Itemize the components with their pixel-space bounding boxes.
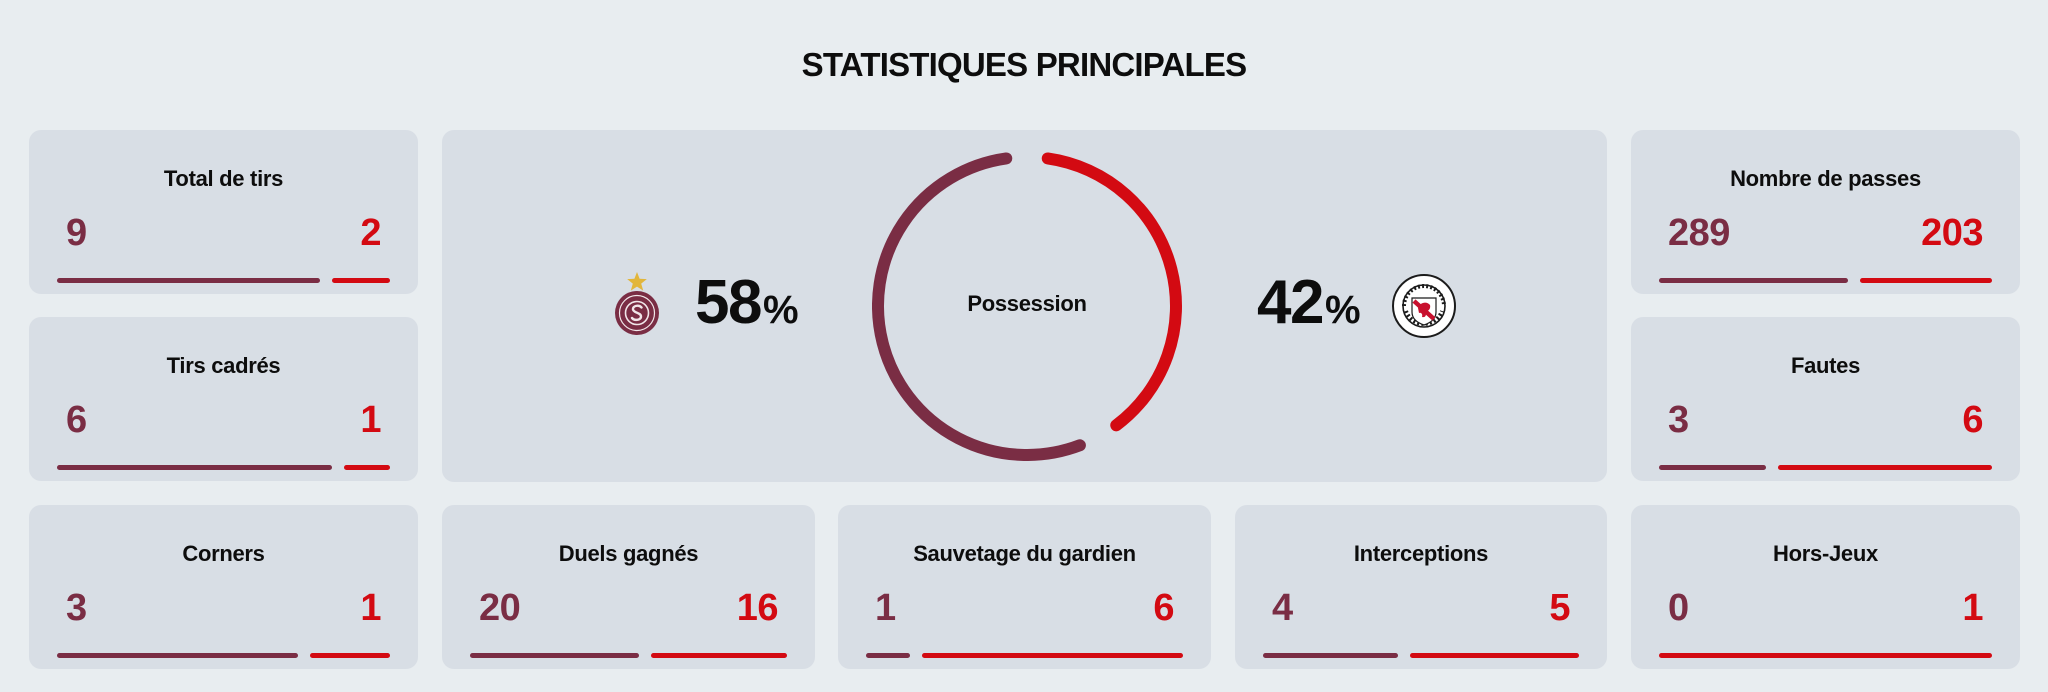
stat-card-corners: Corners 3 1: [29, 505, 418, 669]
stat-card-interceptions: Interceptions 4 5: [1235, 505, 1607, 669]
comparison-bar: [1659, 278, 1992, 283]
away-value: 6: [1153, 587, 1174, 629]
comparison-bar: [1659, 653, 1992, 658]
away-bar: [1859, 278, 1992, 283]
home-value: 0: [1668, 587, 1689, 629]
away-possession-value: 42%: [1257, 268, 1361, 337]
home-value: 20: [479, 587, 521, 629]
comparison-bar: [57, 653, 390, 658]
stat-label: Interceptions: [1353, 541, 1489, 566]
stat-label: Corners: [182, 541, 265, 566]
home-possession-arc: [872, 152, 1086, 461]
home-bar: [470, 653, 640, 658]
comparison-bar: [470, 653, 787, 658]
home-bar: [1659, 465, 1766, 470]
comparison-bar: [57, 465, 390, 470]
away-bar: [651, 653, 787, 658]
home-bar: [1263, 653, 1399, 658]
away-value: 1: [360, 587, 381, 629]
home-value: 3: [66, 587, 87, 629]
home-bar: [1659, 278, 1848, 283]
possession-panel: 58% Possession 42%: [442, 130, 1607, 482]
home-bar: [57, 653, 298, 658]
home-value: 4: [1272, 587, 1293, 629]
away-bar: [1659, 653, 1992, 658]
page-title: STATISTIQUES PRINCIPALES: [801, 46, 1247, 83]
home-bar: [866, 653, 910, 658]
comparison-bar: [1659, 465, 1992, 470]
away-possession-arc: [1041, 152, 1182, 432]
servette-fc-crest-icon: [615, 272, 659, 335]
stat-label: Hors-Jeux: [1773, 541, 1878, 566]
stat-card-shots-on-target: Tirs cadrés 6 1: [29, 317, 418, 481]
away-value: 1: [1962, 587, 1983, 629]
stat-card-passes: Nombre de passes 289 203: [1631, 130, 2020, 294]
away-bar: [1410, 653, 1579, 658]
home-bar: [57, 278, 320, 283]
home-value: 289: [1668, 212, 1730, 254]
away-bar: [309, 653, 390, 658]
away-bar: [344, 465, 390, 470]
away-value: 1: [360, 399, 381, 441]
stat-label: Duels gagnés: [558, 541, 699, 566]
stat-label: Total de tirs: [163, 166, 284, 191]
possession-donut: [872, 152, 1182, 461]
away-value: 16: [736, 587, 779, 629]
away-bar: [921, 653, 1183, 658]
stat-card-goalkeeper-saves: Sauvetage du gardien 1 6: [838, 505, 1211, 669]
away-bar: [331, 278, 390, 283]
home-value: 3: [1668, 399, 1689, 441]
home-value: 1: [875, 587, 896, 629]
stat-card-fouls: Fautes 3 6: [1631, 317, 2020, 481]
comparison-bar: [866, 653, 1183, 658]
stat-label: Tirs cadrés: [166, 353, 281, 378]
possession-label: Possession: [967, 291, 1087, 316]
fc-winterthur-crest-icon: [1392, 274, 1456, 338]
home-value: 9: [66, 212, 87, 254]
away-bar: [1778, 465, 1992, 470]
stat-label: Sauvetage du gardien: [913, 541, 1136, 566]
away-value: 203: [1921, 212, 1983, 254]
comparison-bar: [57, 278, 390, 283]
comparison-bar: [1263, 653, 1579, 658]
away-value: 6: [1962, 399, 1983, 441]
away-value: 5: [1549, 587, 1570, 629]
stat-card-offsides: Hors-Jeux 0 1: [1631, 505, 2020, 669]
stat-card-total-shots: Total de tirs 9 2: [29, 130, 418, 294]
home-bar: [57, 465, 333, 470]
home-possession-value: 58%: [695, 268, 799, 337]
home-value: 6: [66, 399, 87, 441]
stat-label: Fautes: [1790, 353, 1861, 378]
stat-label: Nombre de passes: [1730, 166, 1921, 191]
away-value: 2: [360, 212, 381, 254]
stat-card-duels-won: Duels gagnés 20 16: [442, 505, 815, 669]
